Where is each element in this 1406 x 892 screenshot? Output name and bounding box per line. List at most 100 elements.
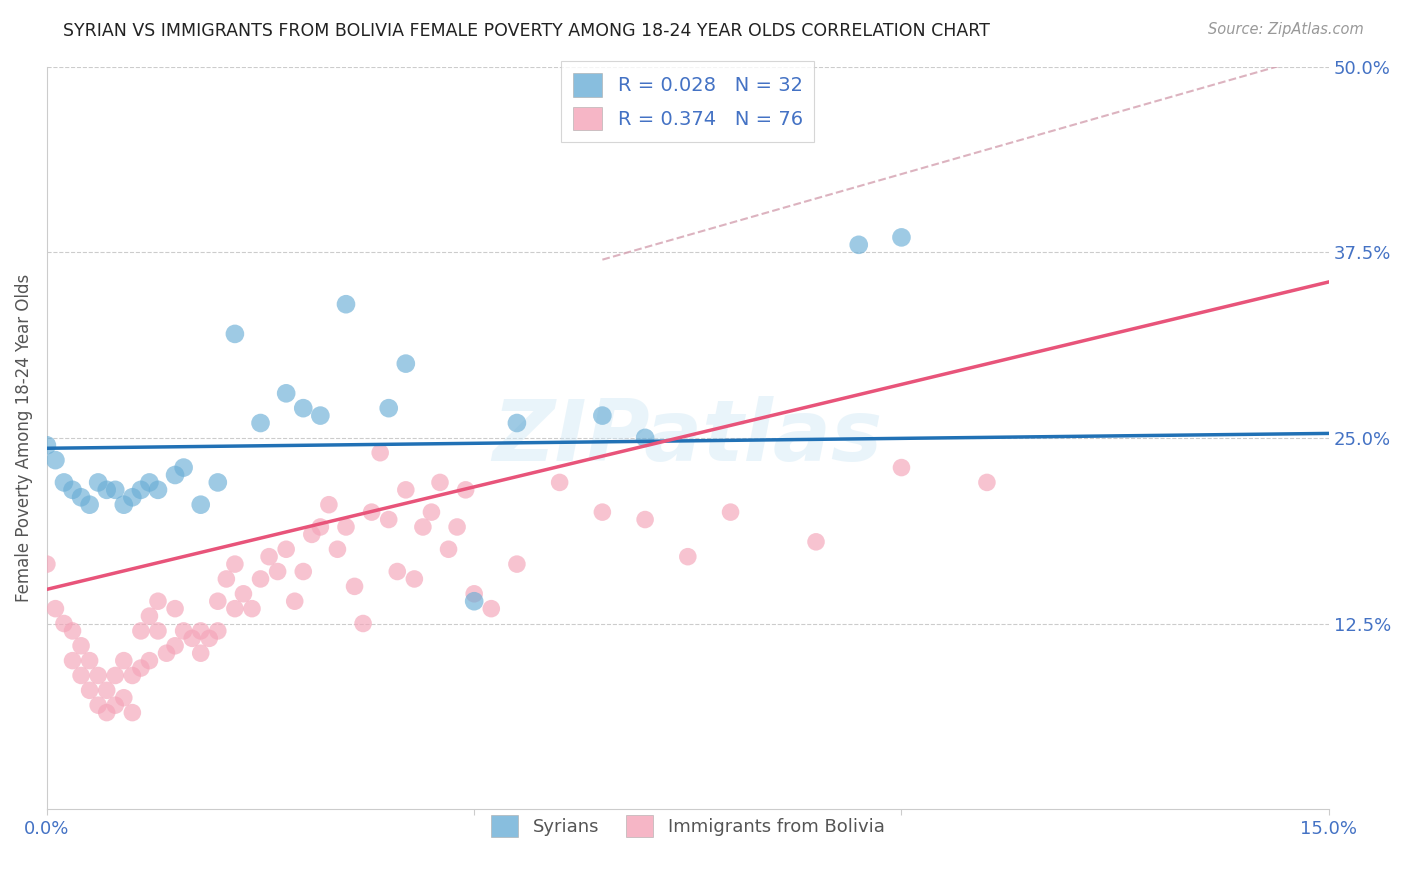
Point: [173, 460, 195, 475]
Y-axis label: Female Poverty Among 18-24 Year Olds: Female Poverty Among 18-24 Year Olds: [15, 274, 32, 602]
Point: [309, 520, 332, 534]
Point: [404, 572, 426, 586]
Point: [420, 505, 443, 519]
Point: [284, 594, 307, 608]
Point: [198, 632, 221, 646]
Point: [207, 475, 229, 490]
Point: [309, 409, 332, 423]
Point: [79, 498, 101, 512]
Point: [104, 483, 127, 497]
Point: [437, 542, 460, 557]
Point: [53, 475, 76, 490]
Point: [121, 668, 143, 682]
Point: [215, 572, 238, 586]
Point: [44, 601, 66, 615]
Point: [70, 668, 93, 682]
Point: [62, 624, 84, 638]
Point: [112, 654, 135, 668]
Point: [412, 520, 434, 534]
Point: [62, 654, 84, 668]
Point: [395, 483, 418, 497]
Text: ZIPatlas: ZIPatlas: [492, 396, 883, 479]
Point: [395, 357, 418, 371]
Point: [190, 498, 212, 512]
Text: SYRIAN VS IMMIGRANTS FROM BOLIVIA FEMALE POVERTY AMONG 18-24 YEAR OLDS CORRELATI: SYRIAN VS IMMIGRANTS FROM BOLIVIA FEMALE…: [63, 22, 990, 40]
Point: [301, 527, 323, 541]
Point: [79, 683, 101, 698]
Point: [232, 587, 254, 601]
Point: [249, 572, 271, 586]
Point: [463, 594, 485, 608]
Point: [138, 609, 160, 624]
Text: Source: ZipAtlas.com: Source: ZipAtlas.com: [1208, 22, 1364, 37]
Point: [479, 601, 502, 615]
Point: [292, 401, 315, 416]
Point: [506, 416, 529, 430]
Point: [87, 475, 110, 490]
Point: [96, 706, 118, 720]
Point: [976, 475, 998, 490]
Point: [44, 453, 66, 467]
Point: [224, 557, 246, 571]
Point: [318, 498, 340, 512]
Point: [548, 475, 571, 490]
Point: [368, 446, 391, 460]
Point: [87, 698, 110, 713]
Point: [146, 624, 169, 638]
Point: [848, 237, 870, 252]
Point: [240, 601, 263, 615]
Point: [249, 416, 271, 430]
Point: [104, 698, 127, 713]
Point: [35, 438, 58, 452]
Point: [112, 498, 135, 512]
Point: [121, 490, 143, 504]
Point: [446, 520, 468, 534]
Point: [190, 624, 212, 638]
Point: [146, 483, 169, 497]
Point: [129, 624, 152, 638]
Point: [276, 386, 298, 401]
Point: [720, 505, 742, 519]
Point: [165, 639, 187, 653]
Point: [343, 579, 366, 593]
Point: [326, 542, 349, 557]
Point: [429, 475, 451, 490]
Point: [890, 230, 912, 244]
Point: [224, 601, 246, 615]
Point: [634, 512, 657, 526]
Point: [53, 616, 76, 631]
Point: [129, 483, 152, 497]
Point: [276, 542, 298, 557]
Point: [360, 505, 382, 519]
Point: [387, 565, 409, 579]
Point: [96, 483, 118, 497]
Point: [377, 401, 399, 416]
Point: [138, 475, 160, 490]
Point: [112, 690, 135, 705]
Point: [165, 468, 187, 483]
Point: [70, 490, 93, 504]
Legend: Syrians, Immigrants from Bolivia: Syrians, Immigrants from Bolivia: [484, 808, 891, 845]
Point: [591, 409, 613, 423]
Point: [266, 565, 288, 579]
Point: [463, 587, 485, 601]
Point: [181, 632, 204, 646]
Point: [79, 654, 101, 668]
Point: [129, 661, 152, 675]
Point: [35, 557, 58, 571]
Point: [292, 565, 315, 579]
Point: [335, 520, 357, 534]
Point: [190, 646, 212, 660]
Point: [352, 616, 374, 631]
Point: [224, 326, 246, 341]
Point: [146, 594, 169, 608]
Point: [96, 683, 118, 698]
Point: [377, 512, 399, 526]
Point: [87, 668, 110, 682]
Point: [890, 460, 912, 475]
Point: [506, 557, 529, 571]
Point: [173, 624, 195, 638]
Point: [676, 549, 699, 564]
Point: [165, 601, 187, 615]
Point: [454, 483, 477, 497]
